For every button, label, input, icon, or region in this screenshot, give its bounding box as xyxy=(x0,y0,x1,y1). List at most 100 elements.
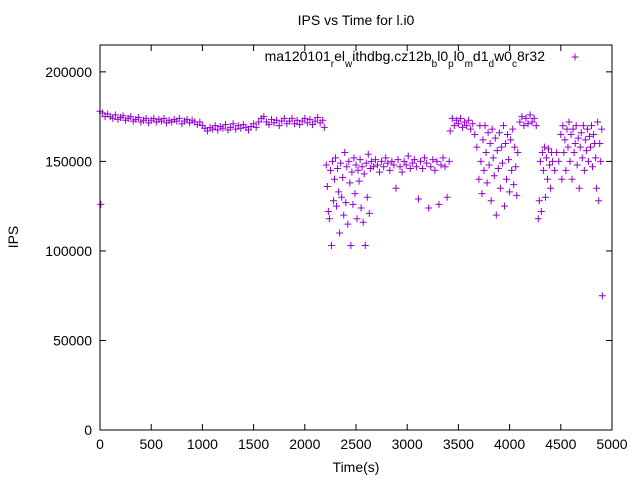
data-point xyxy=(417,157,425,165)
data-point xyxy=(446,127,454,135)
data-point xyxy=(518,113,526,121)
data-point xyxy=(532,122,540,130)
data-point xyxy=(596,139,604,147)
x-tick-label: 0 xyxy=(96,436,104,452)
data-point xyxy=(598,292,606,300)
data-point xyxy=(524,120,532,128)
data-point xyxy=(549,157,557,165)
data-point xyxy=(452,116,460,124)
data-point xyxy=(344,220,352,228)
data-point xyxy=(396,163,404,171)
data-point xyxy=(454,120,462,128)
data-point xyxy=(260,113,268,121)
y-tick-label: 0 xyxy=(84,422,92,438)
data-point xyxy=(398,168,406,176)
ticks-layer: 0 500 1000 1500 2000 2500 3000 3500 4000 4500 5000… xyxy=(45,45,628,452)
data-point xyxy=(293,116,301,124)
data-point xyxy=(569,125,577,133)
data-point xyxy=(335,188,343,196)
data-point xyxy=(530,114,538,122)
data-point xyxy=(306,115,314,123)
data-point xyxy=(363,193,371,201)
data-point xyxy=(390,161,398,169)
data-point xyxy=(439,154,447,162)
data-point xyxy=(175,114,183,122)
data-point xyxy=(433,157,441,165)
data-point xyxy=(419,165,427,173)
data-point xyxy=(557,131,565,139)
data-point xyxy=(565,118,573,126)
data-point xyxy=(542,154,550,162)
data-point xyxy=(367,157,375,165)
data-point xyxy=(332,154,340,162)
data-point xyxy=(326,166,334,174)
data-point xyxy=(445,157,453,165)
data-point xyxy=(421,154,429,162)
data-point xyxy=(329,197,337,205)
data-point xyxy=(480,166,488,174)
data-point xyxy=(547,184,555,192)
y-tick-label: 150000 xyxy=(45,153,92,169)
data-point xyxy=(410,156,418,164)
data-point xyxy=(360,170,368,178)
data-point xyxy=(493,147,501,155)
data-point xyxy=(150,114,158,122)
data-point xyxy=(429,156,437,164)
x-tick-label: 2000 xyxy=(289,436,320,452)
data-point xyxy=(412,163,420,171)
data-point xyxy=(543,175,551,183)
data-point xyxy=(448,114,456,122)
data-point xyxy=(494,165,502,173)
data-point xyxy=(574,134,582,142)
data-point xyxy=(333,202,341,210)
data-point xyxy=(461,118,469,126)
data-point xyxy=(376,168,384,176)
data-point xyxy=(594,118,602,126)
data-point xyxy=(336,229,344,237)
data-point xyxy=(378,157,386,165)
data-point xyxy=(558,175,566,183)
data-point xyxy=(358,163,366,171)
data-point xyxy=(482,148,490,156)
data-point xyxy=(374,161,382,169)
data-point xyxy=(570,148,578,156)
data-point xyxy=(497,143,505,151)
data-point xyxy=(301,114,309,122)
data-point xyxy=(471,131,479,139)
data-point xyxy=(546,161,554,169)
data-point xyxy=(255,118,263,126)
data-point xyxy=(592,154,600,162)
data-point xyxy=(314,114,322,122)
data-point xyxy=(382,154,390,162)
data-point xyxy=(589,163,597,171)
data-point xyxy=(308,121,316,129)
legend: ma120101relwithdbg.cz12bbl0pl0md1dw0c8r3… xyxy=(265,48,579,70)
data-point xyxy=(513,191,521,199)
data-point xyxy=(560,148,568,156)
data-point xyxy=(347,242,355,250)
x-tick-label: 2500 xyxy=(340,436,371,452)
data-point xyxy=(354,166,362,174)
data-point xyxy=(196,118,204,126)
data-point xyxy=(458,123,466,131)
data-point xyxy=(324,208,332,216)
data-point xyxy=(364,150,372,158)
data-point xyxy=(487,197,495,205)
data-point xyxy=(404,152,412,160)
data-point xyxy=(338,193,346,201)
data-point xyxy=(576,143,584,151)
data-point xyxy=(341,148,349,156)
data-point xyxy=(572,122,580,130)
data-point xyxy=(506,188,514,196)
data-point xyxy=(97,200,105,208)
data-point xyxy=(214,126,222,134)
data-point xyxy=(479,136,487,144)
data-point xyxy=(209,125,217,133)
data-point xyxy=(351,190,359,198)
legend-marker-glyph xyxy=(571,53,579,61)
data-point xyxy=(423,159,431,167)
data-point xyxy=(590,131,598,139)
data-point xyxy=(323,182,331,190)
data-point xyxy=(111,111,119,119)
